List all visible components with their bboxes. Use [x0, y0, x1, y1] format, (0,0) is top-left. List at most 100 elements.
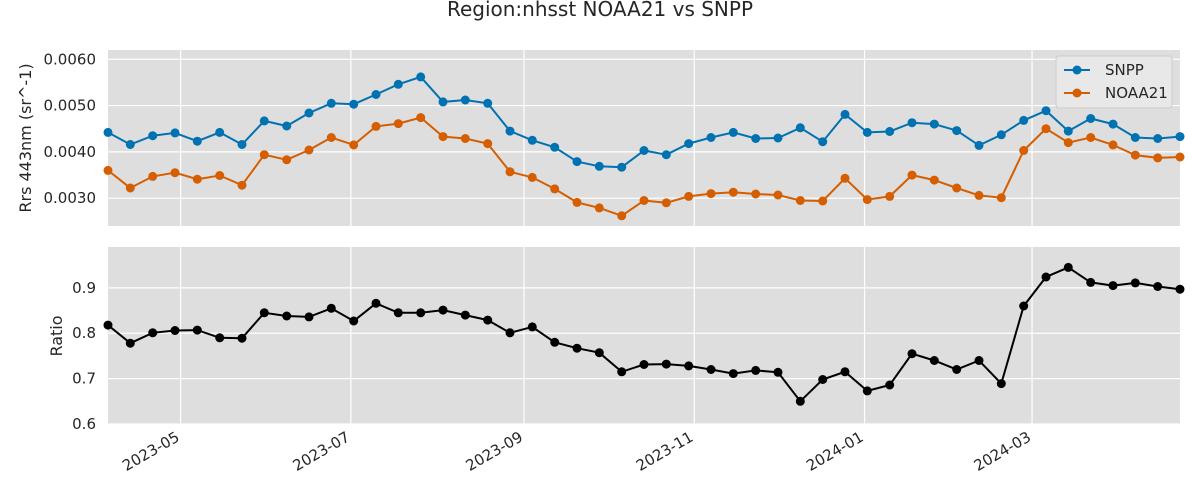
- data-point-ratio: [326, 303, 336, 313]
- data-point-snpp: [639, 146, 649, 155]
- data-point-noaa21: [929, 175, 939, 185]
- data-point-snpp: [304, 108, 314, 118]
- data-point-snpp: [684, 139, 694, 149]
- data-point-ratio: [773, 367, 783, 377]
- data-point-ratio: [259, 308, 269, 318]
- data-point-noaa21: [617, 211, 627, 221]
- data-point-ratio: [192, 325, 202, 335]
- data-point-ratio: [215, 333, 225, 343]
- data-point-noaa21: [192, 174, 202, 184]
- data-point-snpp: [125, 140, 135, 149]
- data-point-snpp: [1019, 115, 1029, 125]
- data-point-snpp: [1108, 119, 1118, 129]
- y-tick-label: 0.6: [72, 415, 96, 433]
- data-point-noaa21: [1041, 124, 1051, 134]
- data-point-snpp: [773, 133, 783, 143]
- x-tick-label: 2024-01: [803, 428, 866, 475]
- data-point-ratio: [371, 298, 381, 308]
- x-axis-ticks: 2023-05 2023-07 2023-09 2023-11 2024-01 2024-…: [119, 428, 1034, 475]
- data-point-ratio: [594, 348, 604, 358]
- chart-title: Region:nhsst NOAA21 vs SNPP: [447, 0, 753, 21]
- data-point-noaa21: [259, 150, 269, 160]
- data-point-noaa21: [1019, 146, 1029, 155]
- data-point-ratio: [996, 379, 1006, 389]
- bottom-panel-background: [108, 247, 1180, 424]
- data-point-ratio: [505, 328, 515, 338]
- data-point-ratio: [862, 386, 872, 396]
- data-point-snpp: [148, 131, 158, 141]
- y-tick-label: 0.0060: [44, 50, 97, 68]
- y-tick-label: 0.9: [72, 279, 96, 297]
- data-point-noaa21: [818, 196, 828, 206]
- data-point-noaa21: [148, 171, 158, 181]
- data-point-snpp: [1086, 114, 1096, 123]
- data-point-ratio: [483, 315, 493, 325]
- data-point-snpp: [885, 127, 895, 136]
- data-point-snpp: [974, 140, 984, 150]
- data-point-snpp: [282, 121, 292, 131]
- data-point-noaa21: [103, 165, 113, 175]
- data-point-snpp: [728, 127, 738, 137]
- data-point-snpp: [1130, 133, 1140, 142]
- data-point-noaa21: [773, 190, 783, 200]
- data-point-noaa21: [1063, 138, 1073, 148]
- data-point-snpp: [907, 118, 917, 128]
- data-point-noaa21: [527, 172, 537, 182]
- data-point-noaa21: [349, 140, 359, 150]
- data-point-snpp: [929, 119, 939, 129]
- data-point-ratio: [840, 367, 850, 377]
- data-point-noaa21: [550, 184, 560, 194]
- data-point-snpp: [483, 98, 493, 108]
- data-point-ratio: [1086, 277, 1096, 287]
- data-point-snpp: [460, 95, 470, 105]
- data-point-ratio: [349, 316, 359, 326]
- data-point-noaa21: [996, 193, 1006, 203]
- bottom-panel-grid: [108, 247, 1180, 425]
- data-point-noaa21: [371, 121, 381, 131]
- data-point-ratio: [1175, 284, 1185, 294]
- data-point-noaa21: [505, 167, 515, 177]
- data-point-snpp: [349, 99, 359, 109]
- data-point-snpp: [996, 130, 1006, 140]
- legend: SNPP NOAA21: [1055, 55, 1173, 109]
- legend-label-noaa21: NOAA21: [1105, 84, 1168, 102]
- x-tick-label: 2023-09: [463, 428, 526, 475]
- data-point-snpp: [371, 90, 381, 99]
- data-point-noaa21: [215, 171, 225, 180]
- data-point-snpp: [661, 150, 671, 160]
- data-point-noaa21: [706, 189, 716, 199]
- x-tick-label: 2023-07: [290, 428, 353, 475]
- data-point-ratio: [393, 308, 403, 318]
- legend-marker-snpp: [1072, 65, 1082, 75]
- data-point-snpp: [862, 127, 872, 137]
- y-tick-label: 0.0040: [44, 143, 97, 161]
- data-point-noaa21: [282, 155, 292, 165]
- data-point-noaa21: [483, 139, 493, 149]
- y-tick-label: 0.7: [72, 370, 96, 388]
- data-point-ratio: [1063, 262, 1073, 272]
- data-point-ratio: [974, 356, 984, 365]
- data-point-snpp: [326, 98, 336, 108]
- data-point-snpp: [438, 97, 448, 107]
- data-point-snpp: [594, 161, 604, 171]
- data-point-ratio: [907, 349, 917, 359]
- data-point-ratio: [125, 338, 135, 348]
- data-point-ratio: [617, 367, 627, 377]
- data-point-snpp: [527, 135, 537, 145]
- data-point-snpp: [572, 157, 582, 167]
- data-point-snpp: [1041, 106, 1051, 116]
- bottom-panel-y-ticks: 0.6 0.7 0.8 0.9: [72, 279, 96, 433]
- data-point-snpp: [795, 123, 805, 133]
- data-point-ratio: [661, 359, 671, 369]
- data-point-ratio: [1153, 282, 1163, 291]
- data-point-ratio: [282, 311, 292, 321]
- data-point-ratio: [304, 312, 314, 322]
- data-point-snpp: [393, 79, 403, 89]
- data-point-noaa21: [460, 134, 470, 143]
- data-point-snpp: [550, 142, 560, 152]
- data-point-ratio: [706, 365, 716, 374]
- data-point-noaa21: [572, 197, 582, 207]
- data-point-ratio: [460, 310, 470, 320]
- x-tick-label: 2023-11: [633, 428, 696, 475]
- data-point-ratio: [1108, 281, 1118, 291]
